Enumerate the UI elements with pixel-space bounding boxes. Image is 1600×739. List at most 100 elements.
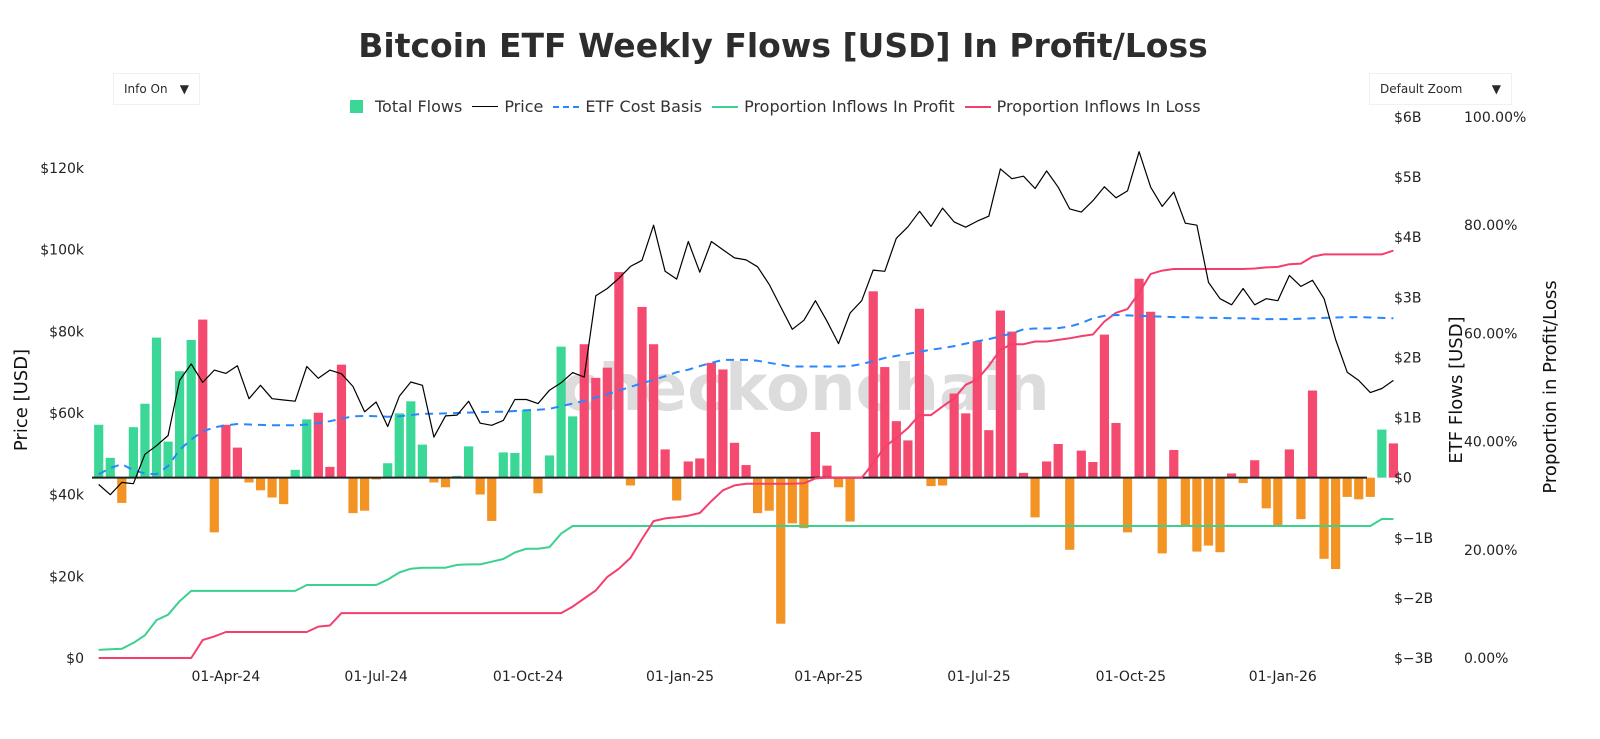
flow-bar[interactable] [128,427,138,478]
flow-bar[interactable] [151,337,162,478]
price-line[interactable] [98,151,1394,496]
flow-bar[interactable] [695,458,705,478]
flow-bar[interactable] [533,477,543,494]
flow-bar[interactable] [1388,443,1399,478]
flow-bar[interactable] [429,477,439,483]
flow-bar[interactable] [741,465,751,478]
flow-bar[interactable] [1122,477,1133,533]
flow-bar[interactable] [475,477,485,495]
flow-bar[interactable] [1377,429,1387,478]
flow-bar[interactable] [729,442,740,478]
flow-bar[interactable] [209,477,219,533]
flow-bar[interactable] [776,477,786,624]
legend-item-cost-basis[interactable]: ETF Cost Basis [553,97,702,116]
flow-bar[interactable] [1157,477,1167,554]
flow-bar[interactable] [290,469,300,478]
flow-bar[interactable] [267,477,277,498]
flow-bar[interactable] [718,369,728,478]
flow-bar[interactable] [105,457,115,478]
flow-bar[interactable] [1192,477,1202,552]
flow-bar[interactable] [880,367,890,478]
flow-bar[interactable] [279,477,289,505]
flow-bar[interactable] [568,416,578,478]
flow-bar[interactable] [845,477,855,522]
flow-bar[interactable] [1331,477,1341,570]
flow-bar[interactable] [591,377,601,478]
flow-bar[interactable] [359,477,370,511]
flow-bar[interactable] [891,421,901,478]
flow-bar[interactable] [510,453,520,478]
legend-item-price[interactable]: Price [472,97,543,116]
flow-bar[interactable] [949,393,959,478]
flow-bar[interactable] [394,413,404,478]
flow-bar[interactable] [972,341,982,478]
flow-bar[interactable] [1146,311,1156,478]
flow-bar[interactable] [417,444,427,478]
flow-bar[interactable] [383,463,393,478]
flow-bar[interactable] [498,452,508,478]
flow-bar[interactable] [1342,477,1352,497]
zoom-dropdown[interactable]: Default Zoom ▼ [1369,73,1512,105]
flow-bar[interactable] [186,340,196,478]
flow-bar[interactable] [602,367,612,478]
flow-bar[interactable] [464,446,474,478]
flow-bar[interactable] [764,477,774,511]
flow-bar[interactable] [348,477,358,514]
flow-bar[interactable] [706,362,716,478]
flow-bar[interactable] [1354,477,1364,500]
flow-bar[interactable] [117,477,127,503]
flow-bar[interactable] [325,466,335,478]
legend-item-profit[interactable]: Proportion Inflows In Profit [712,97,955,116]
flow-bar[interactable] [440,477,451,488]
flow-bar[interactable] [1111,422,1121,478]
flow-bar[interactable] [487,477,497,521]
flow-bar[interactable] [637,306,647,478]
flow-bar[interactable] [94,424,104,478]
flow-bar[interactable] [1065,477,1075,550]
flow-bar[interactable] [926,477,936,487]
flow-bar[interactable] [903,440,913,478]
flow-bar[interactable] [1261,477,1271,509]
flow-bar[interactable] [961,413,971,478]
flow-bar[interactable] [406,401,416,478]
flow-bar[interactable] [244,477,254,483]
flow-bar[interactable] [995,310,1005,478]
flow-bar[interactable] [1307,390,1318,478]
flow-bar[interactable] [1169,450,1179,478]
flow-bar[interactable] [255,477,266,491]
flow-bar[interactable] [1203,477,1214,546]
flow-bar[interactable] [140,403,150,478]
flow-bar[interactable] [175,371,185,478]
flow-bar[interactable] [822,465,832,478]
flow-bar[interactable] [1053,444,1063,478]
flow-bar[interactable] [1296,477,1306,520]
flow-bar[interactable] [984,430,994,478]
legend-item-loss[interactable]: Proportion Inflows In Loss [964,97,1201,116]
flow-bar[interactable] [799,477,809,529]
flow-bar[interactable] [1134,278,1144,478]
flow-bar[interactable] [521,409,532,478]
flow-bar[interactable] [1088,462,1098,478]
flow-bar[interactable] [313,412,323,478]
flow-bar[interactable] [544,455,555,478]
flow-bar[interactable] [648,344,659,478]
flow-bar[interactable] [672,477,682,501]
legend-item-total-flows[interactable]: Total Flows [350,97,462,116]
flow-bar[interactable] [1250,460,1260,478]
flow-bar[interactable] [1365,477,1375,497]
flow-bar[interactable] [1018,472,1029,478]
profit-proportion-line[interactable] [98,518,1394,651]
flow-bar[interactable] [625,477,636,486]
flow-bar[interactable] [1042,461,1052,478]
flow-bar[interactable] [1226,473,1237,478]
flow-bar[interactable] [868,291,878,478]
info-toggle-dropdown[interactable]: Info On ▼ [113,73,200,105]
flow-bar[interactable] [302,419,312,478]
flow-bar[interactable] [1099,334,1110,478]
flow-bar[interactable] [1180,477,1190,526]
flow-bar[interactable] [833,477,844,488]
flow-bar[interactable] [1030,477,1040,518]
flow-bar[interactable] [683,461,693,478]
flow-bar[interactable] [579,344,589,478]
